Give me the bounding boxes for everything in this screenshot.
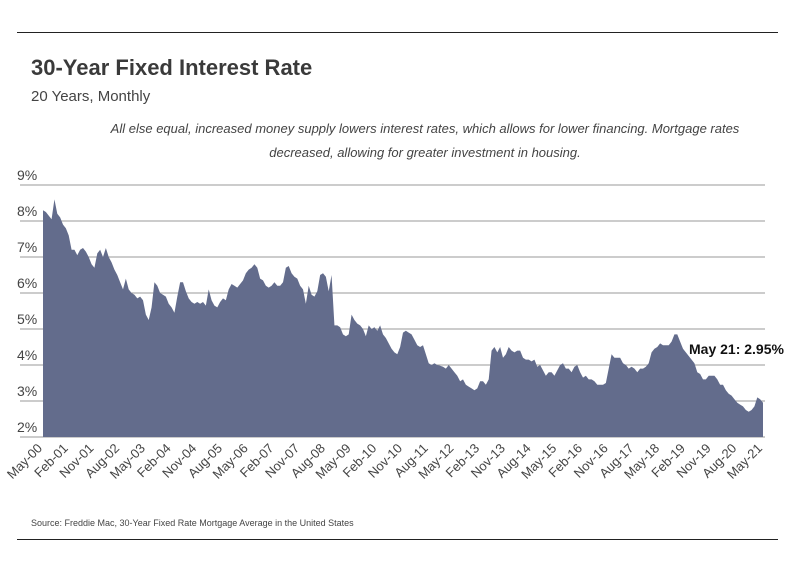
- latest-value-annotation: May 21: 2.95%: [689, 341, 784, 357]
- y-tick-label: 8%: [17, 203, 37, 219]
- y-tick-label: 3%: [17, 383, 37, 399]
- chart-title: 30-Year Fixed Interest Rate: [31, 55, 313, 80]
- y-tick-label: 7%: [17, 239, 37, 255]
- source-note: Source: Freddie Mac, 30-Year Fixed Rate …: [31, 518, 354, 528]
- rate-area-series: [43, 199, 763, 437]
- y-axis: 9% 8% 7% 6% 5% 4% 3% 2%: [17, 167, 37, 435]
- y-tick-label: 6%: [17, 275, 37, 291]
- chart-subtitle: 20 Years, Monthly: [31, 88, 151, 105]
- y-tick-label: 9%: [17, 167, 37, 183]
- y-tick-label: 2%: [17, 419, 37, 435]
- y-tick-label: 4%: [17, 347, 37, 363]
- y-tick-label: 5%: [17, 311, 37, 327]
- top-rule: [17, 32, 778, 33]
- x-axis: May-00Feb-01Nov-01Aug-02May-03Feb-04Nov-…: [4, 441, 765, 482]
- chart-note: All else equal, increased money supply l…: [110, 121, 740, 160]
- bottom-rule: [17, 539, 778, 540]
